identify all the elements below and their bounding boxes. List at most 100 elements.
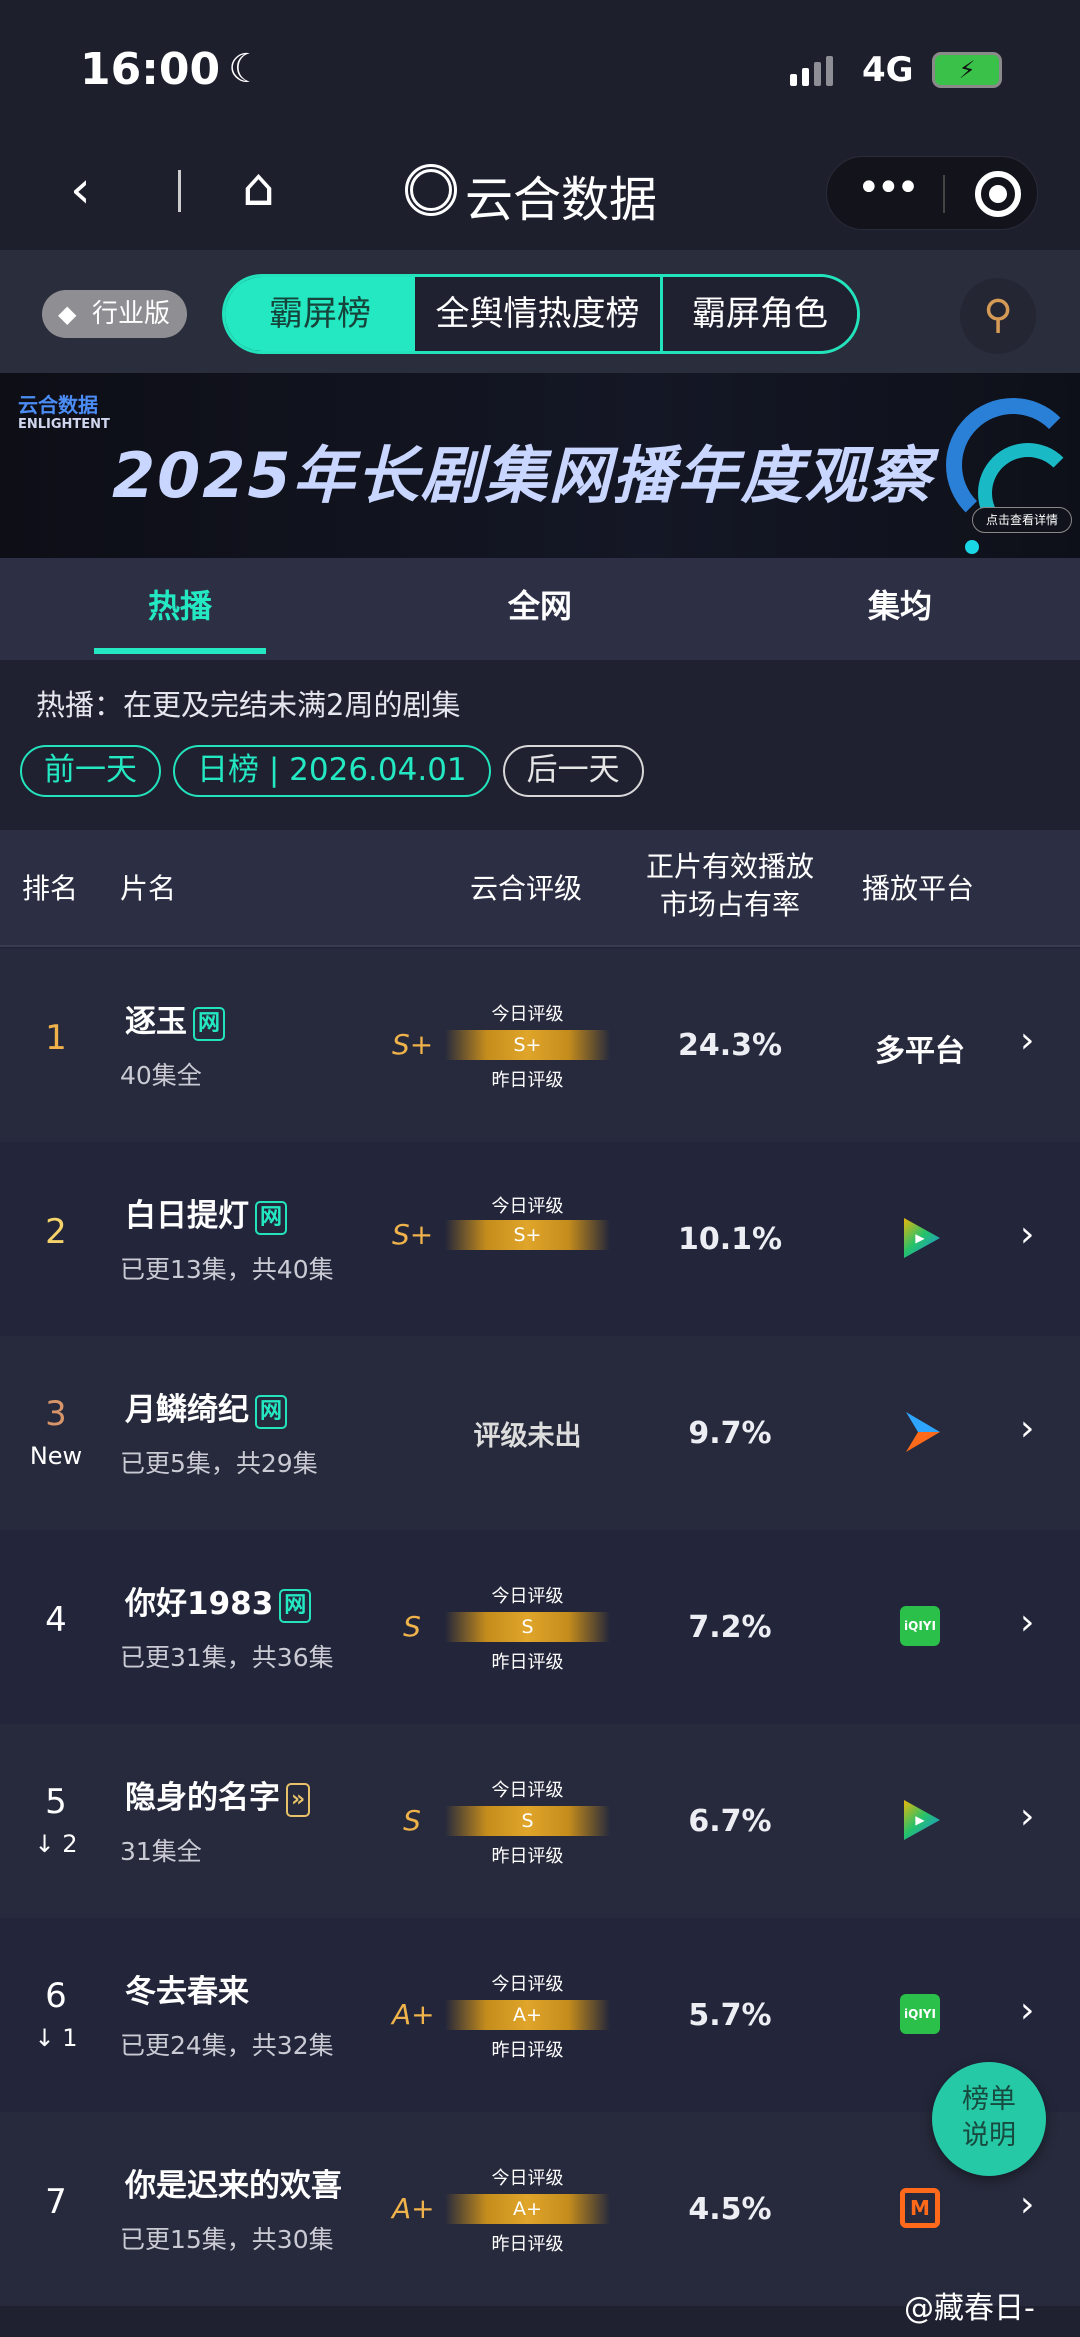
more-icon[interactable]: ••• bbox=[857, 165, 920, 211]
ranking-description: 热播：在更及完结未满2周的剧集 bbox=[36, 688, 461, 722]
table-row[interactable]: 1 逐玉网 40集全 今日评级 S+ S+ 昨日评级 24.3% 多平台 › bbox=[0, 948, 1080, 1142]
chevron-right-icon[interactable]: › bbox=[1020, 1796, 1035, 1837]
rank-number: 1 bbox=[45, 1018, 67, 1058]
youku-icon bbox=[906, 1412, 940, 1452]
drama-title[interactable]: 白日提灯网 bbox=[125, 1190, 288, 1235]
episode-info: 已更13集，共40集 bbox=[120, 1255, 334, 1284]
rating-pending: 评级未出 bbox=[473, 1421, 582, 1452]
rating-bar: S bbox=[445, 1612, 610, 1642]
banner-details-button[interactable]: 点击查看详情 bbox=[972, 507, 1072, 533]
table-row[interactable]: 2 白日提灯网已更13集，共40集 今日评级 S+ S+ 10.1% ▶ › bbox=[0, 1142, 1080, 1336]
rank-number: 6 bbox=[45, 1976, 67, 2016]
tab-hot[interactable]: 热播 bbox=[0, 558, 360, 660]
clock: 16:00 bbox=[80, 44, 221, 95]
drama-title[interactable]: 隐身的名字» bbox=[125, 1772, 311, 1817]
web-tag: 网 bbox=[279, 1588, 312, 1623]
segment-public-opinion-ranking[interactable]: 全舆情热度榜 bbox=[415, 277, 663, 351]
yesterday-rating-label: 昨日评级 bbox=[491, 2040, 564, 2061]
network-type: 4G bbox=[862, 50, 914, 90]
table-row[interactable]: 3 New 月鳞绮纪网已更5集，共29集 评级未出 9.7% › bbox=[0, 1336, 1080, 1530]
header-title: 片名 bbox=[120, 872, 177, 905]
rating-grade: S+ bbox=[392, 1218, 434, 1251]
edition-button[interactable]: ◆ 行业版 bbox=[42, 290, 187, 338]
header-rank: 排名 bbox=[22, 872, 79, 905]
back-icon[interactable]: ‹ bbox=[70, 160, 91, 220]
rating-bar: A+ bbox=[445, 2194, 610, 2224]
drama-title[interactable]: 冬去春来 bbox=[125, 1974, 249, 2010]
table-header: 排名 片名 云合评级 正片有效播放 市场占有率 播放平台 bbox=[0, 830, 1080, 947]
chevron-right-icon[interactable]: › bbox=[1020, 1602, 1035, 1643]
divider bbox=[943, 175, 945, 213]
table-row[interactable]: 5 ↓ 2 隐身的名字» 31集全 今日评级 S S 昨日评级 6.7% ▶ › bbox=[0, 1724, 1080, 1918]
drama-title[interactable]: 月鳞绮纪网 bbox=[125, 1384, 288, 1429]
date-navigation: 前一天 日榜 | 2026.04.01 后一天 bbox=[20, 745, 644, 797]
table-row[interactable]: 7 你是迟来的欢喜 已更15集，共30集 今日评级 A+ A+ 昨日评级 4.5% M › bbox=[0, 2112, 1080, 2306]
drama-title[interactable]: 你是迟来的欢喜 bbox=[125, 2168, 342, 2204]
next-day-button[interactable]: 后一天 bbox=[502, 745, 644, 797]
table-row[interactable]: 6 ↓ 1 冬去春来 已更24集，共32集 今日评级 A+ A+ 昨日评级 5.7% iQIYI › bbox=[0, 1918, 1080, 2112]
market-share: 24.3% bbox=[677, 1028, 783, 1063]
tencent-video-icon: ▶ bbox=[904, 1218, 940, 1258]
yesterday-rating-label: 昨日评级 bbox=[491, 1846, 564, 1867]
chevron-right-icon[interactable]: › bbox=[1020, 1214, 1035, 1255]
tab-all-network[interactable]: 全网 bbox=[507, 587, 572, 625]
rating-grade: S+ bbox=[392, 1028, 434, 1061]
app-title: 云合数据 bbox=[465, 172, 658, 228]
fast-forward-tag: » bbox=[286, 1782, 311, 1817]
signal-icon bbox=[790, 56, 833, 86]
drama-title[interactable]: 逐玉网 bbox=[125, 996, 226, 1041]
episode-info: 已更31集，共36集 bbox=[120, 1643, 334, 1672]
close-target-icon[interactable] bbox=[975, 171, 1021, 217]
chevron-right-icon[interactable]: › bbox=[1020, 1408, 1035, 1449]
date-picker[interactable]: 日榜 | 2026.04.01 bbox=[173, 745, 491, 797]
episode-info: 已更15集，共30集 bbox=[120, 2225, 334, 2254]
prev-day-button[interactable]: 前一天 bbox=[20, 745, 161, 797]
chevron-right-icon[interactable]: › bbox=[1020, 1020, 1035, 1061]
rating-grade: S bbox=[403, 1610, 421, 1643]
promo-banner[interactable]: 云合数据 ENLIGHTENT 2025年长剧集网播年度观察 点击查看详情 bbox=[0, 373, 1080, 558]
search-button[interactable]: ⚲ bbox=[960, 278, 1036, 354]
episode-info: 31集全 bbox=[120, 1837, 202, 1866]
header-rating: 云合评级 bbox=[470, 872, 583, 905]
market-share: 7.2% bbox=[688, 1610, 772, 1645]
nav-bar: ‹ ⌂ 云合数据 ••• bbox=[0, 130, 1080, 250]
rating-bar: S bbox=[445, 1806, 610, 1836]
banner-logo: 云合数据 ENLIGHTENT bbox=[18, 393, 110, 432]
rank-number: 4 bbox=[45, 1600, 67, 1640]
ranking-explanation-button[interactable]: 榜单 说明 bbox=[932, 2062, 1046, 2176]
chevron-right-icon[interactable]: › bbox=[1020, 1990, 1035, 2031]
today-rating-label: 今日评级 bbox=[491, 2168, 564, 2189]
ranking-segment-control: 霸屏榜 全舆情热度榜 霸屏角色 bbox=[222, 274, 860, 354]
app-logo-icon bbox=[405, 164, 457, 216]
rank-change: ↓ 2 bbox=[34, 1830, 78, 1858]
today-rating-label: 今日评级 bbox=[491, 1004, 564, 1025]
market-share: 5.7% bbox=[688, 1998, 772, 2033]
episode-info: 40集全 bbox=[120, 1061, 202, 1090]
segment-dominant-characters[interactable]: 霸屏角色 bbox=[663, 277, 857, 351]
today-rating-label: 今日评级 bbox=[491, 1196, 564, 1217]
yesterday-rating-label: 昨日评级 bbox=[491, 2234, 564, 2255]
chevron-right-icon[interactable]: › bbox=[1020, 2184, 1035, 2225]
diamond-icon: ◆ bbox=[58, 300, 77, 328]
segment-dominance-ranking[interactable]: 霸屏榜 bbox=[225, 277, 415, 351]
home-icon[interactable]: ⌂ bbox=[242, 158, 276, 218]
market-share: 9.7% bbox=[688, 1416, 772, 1451]
edition-label: 行业版 bbox=[92, 299, 171, 329]
market-share: 10.1% bbox=[677, 1222, 783, 1257]
weibo-watermark: @藏春日- bbox=[904, 2291, 1035, 2326]
episode-info: 已更24集，共32集 bbox=[120, 2031, 334, 2060]
table-row[interactable]: 4 你好1983 网已更31集，共36集 今日评级 S S 昨日评级 7.2% iQIYI › bbox=[0, 1530, 1080, 1724]
banner-title: 2025年长剧集网播年度观察 bbox=[112, 439, 933, 512]
mini-program-capsule: ••• bbox=[826, 156, 1038, 230]
tencent-video-icon: ▶ bbox=[904, 1800, 940, 1840]
today-rating-label: 今日评级 bbox=[491, 1586, 564, 1607]
rank-change: ↓ 1 bbox=[34, 2024, 78, 2052]
yesterday-rating-label: 昨日评级 bbox=[491, 1652, 564, 1673]
market-share: 4.5% bbox=[688, 2192, 772, 2227]
do-not-disturb-icon: ☾ bbox=[228, 46, 264, 92]
iqiyi-icon: iQIYI bbox=[900, 1606, 940, 1646]
tab-per-episode[interactable]: 集均 bbox=[867, 587, 932, 625]
drama-title[interactable]: 你好1983 网 bbox=[125, 1578, 312, 1623]
battery-charging-icon: ⚡ bbox=[932, 52, 1002, 88]
rating-grade: S bbox=[403, 1804, 421, 1837]
